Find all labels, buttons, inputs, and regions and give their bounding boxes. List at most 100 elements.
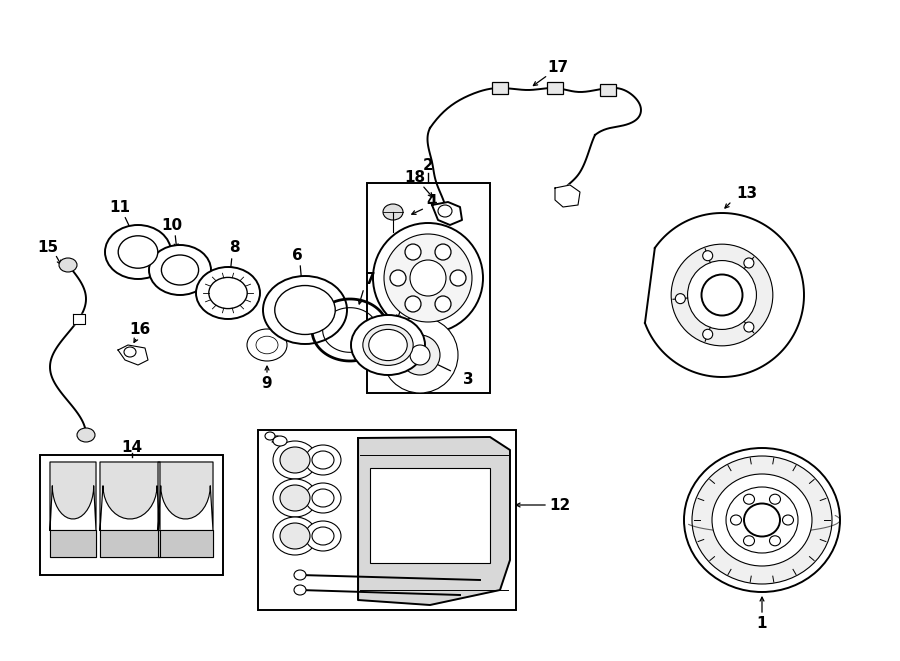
Ellipse shape <box>305 521 341 551</box>
Text: 16: 16 <box>130 323 150 338</box>
Ellipse shape <box>265 432 275 440</box>
Ellipse shape <box>405 296 421 312</box>
Ellipse shape <box>118 236 158 268</box>
Bar <box>258 430 516 610</box>
Text: 6: 6 <box>292 247 302 262</box>
Text: 9: 9 <box>262 375 273 391</box>
Text: 7: 7 <box>364 272 375 288</box>
Ellipse shape <box>273 436 287 446</box>
Ellipse shape <box>675 293 685 303</box>
Polygon shape <box>158 530 213 557</box>
Ellipse shape <box>294 570 306 580</box>
Ellipse shape <box>59 258 77 272</box>
Ellipse shape <box>438 205 452 217</box>
Ellipse shape <box>351 315 425 375</box>
Ellipse shape <box>383 204 403 220</box>
Ellipse shape <box>450 270 466 286</box>
Ellipse shape <box>692 456 832 584</box>
Ellipse shape <box>263 276 347 344</box>
Ellipse shape <box>435 296 451 312</box>
Ellipse shape <box>273 441 317 479</box>
Polygon shape <box>73 314 85 324</box>
Ellipse shape <box>77 428 95 442</box>
Ellipse shape <box>671 244 773 346</box>
Ellipse shape <box>703 251 713 260</box>
Text: 5: 5 <box>402 288 413 303</box>
Ellipse shape <box>196 267 260 319</box>
Ellipse shape <box>312 527 334 545</box>
Text: 12: 12 <box>549 498 571 512</box>
Polygon shape <box>158 462 213 530</box>
Ellipse shape <box>373 223 483 333</box>
Ellipse shape <box>305 445 341 475</box>
Ellipse shape <box>712 474 812 566</box>
Ellipse shape <box>684 448 840 592</box>
Polygon shape <box>555 185 580 207</box>
Polygon shape <box>432 202 462 225</box>
Ellipse shape <box>105 225 171 279</box>
Bar <box>370 468 490 563</box>
Ellipse shape <box>247 329 287 361</box>
Ellipse shape <box>363 325 413 366</box>
Ellipse shape <box>435 244 451 260</box>
Ellipse shape <box>743 494 754 504</box>
Ellipse shape <box>280 485 310 511</box>
Text: 13: 13 <box>736 186 758 200</box>
Ellipse shape <box>744 322 754 332</box>
Ellipse shape <box>726 487 798 553</box>
Ellipse shape <box>384 234 472 322</box>
Ellipse shape <box>209 278 248 309</box>
Ellipse shape <box>280 447 310 473</box>
Ellipse shape <box>405 244 421 260</box>
Ellipse shape <box>744 504 780 537</box>
Ellipse shape <box>256 336 278 354</box>
Bar <box>492 82 508 94</box>
Ellipse shape <box>410 260 446 296</box>
Ellipse shape <box>149 245 211 295</box>
Polygon shape <box>118 345 148 365</box>
Bar <box>40 455 223 575</box>
Ellipse shape <box>400 335 440 375</box>
Ellipse shape <box>273 517 317 555</box>
Text: 3: 3 <box>463 373 473 387</box>
Ellipse shape <box>312 489 334 507</box>
Text: 11: 11 <box>110 200 130 215</box>
Text: 1: 1 <box>757 615 767 631</box>
Text: 14: 14 <box>122 440 142 455</box>
Ellipse shape <box>124 347 136 357</box>
Ellipse shape <box>770 536 780 546</box>
Ellipse shape <box>382 317 458 393</box>
Polygon shape <box>358 437 510 605</box>
Ellipse shape <box>743 536 754 546</box>
Ellipse shape <box>369 329 407 361</box>
Ellipse shape <box>744 258 754 268</box>
Ellipse shape <box>273 479 317 517</box>
Ellipse shape <box>161 255 199 285</box>
Ellipse shape <box>731 515 742 525</box>
Bar <box>547 82 563 94</box>
Ellipse shape <box>390 270 406 286</box>
Ellipse shape <box>701 274 742 315</box>
Text: 2: 2 <box>423 157 434 173</box>
Bar <box>367 183 490 393</box>
Text: 17: 17 <box>547 61 569 75</box>
Bar <box>600 84 616 96</box>
Text: 4: 4 <box>427 194 437 210</box>
Ellipse shape <box>274 286 335 334</box>
Text: 10: 10 <box>161 217 183 233</box>
Ellipse shape <box>703 329 713 339</box>
Text: 8: 8 <box>229 241 239 256</box>
Ellipse shape <box>770 494 780 504</box>
Ellipse shape <box>312 451 334 469</box>
Ellipse shape <box>305 483 341 513</box>
Polygon shape <box>100 530 160 557</box>
Ellipse shape <box>294 585 306 595</box>
Ellipse shape <box>410 345 430 365</box>
Ellipse shape <box>280 523 310 549</box>
Ellipse shape <box>782 515 794 525</box>
Text: 15: 15 <box>38 241 58 256</box>
Polygon shape <box>50 462 96 530</box>
Polygon shape <box>100 462 160 530</box>
Ellipse shape <box>688 260 756 329</box>
Polygon shape <box>50 530 96 557</box>
